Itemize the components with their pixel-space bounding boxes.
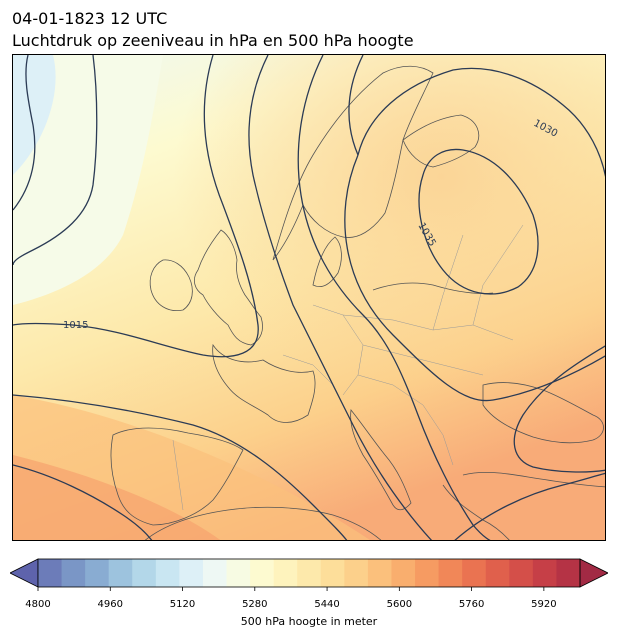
border-line xyxy=(357,374,454,466)
map-title-date: 04-01-1823 12 UTC xyxy=(12,9,168,28)
isobar-line xyxy=(297,55,491,540)
colorbar-cell xyxy=(132,559,157,587)
iberia-coast xyxy=(110,427,244,526)
great-britain-coast xyxy=(193,229,263,346)
borders xyxy=(172,224,524,511)
colorbar-cell xyxy=(38,559,63,587)
border-line xyxy=(282,354,334,386)
map-canvas: 1015 1030 1035 xyxy=(13,55,605,540)
isobar-line xyxy=(344,154,605,402)
france-coast xyxy=(212,343,316,423)
border-line xyxy=(362,344,484,376)
isobar-line xyxy=(13,55,98,266)
black-sea-coast xyxy=(482,382,604,444)
finland-coast xyxy=(402,114,479,168)
colorbar-cell xyxy=(485,559,510,587)
map-title-description: Luchtdruk op zeeniveau in hPa en 500 hPa… xyxy=(12,31,414,50)
colorbar-cell xyxy=(438,559,463,587)
colorbar-tick-label: 5920 xyxy=(531,599,557,610)
colorbar-tick-label: 5600 xyxy=(386,599,413,610)
isobar-line xyxy=(454,472,605,540)
isobar-line xyxy=(13,55,36,211)
isobar-line xyxy=(348,55,364,156)
colorbar-cell xyxy=(202,559,228,587)
colorbar-cell xyxy=(344,559,369,587)
colorbar-cell xyxy=(415,559,440,587)
colorbar-cell xyxy=(320,559,345,587)
colorbar-cell xyxy=(108,559,133,587)
colorbar-cell xyxy=(250,559,275,587)
colorbar xyxy=(10,558,608,591)
colorbar-cell xyxy=(85,559,110,587)
baltic-coast xyxy=(372,282,494,294)
isobar-1035 xyxy=(418,148,539,295)
north-africa-coast xyxy=(144,506,382,540)
isobar-line xyxy=(13,464,153,540)
colorbar-cell xyxy=(391,559,416,587)
border-line xyxy=(472,224,524,326)
isobar-1015 xyxy=(13,55,259,358)
colorbar-arrow-low xyxy=(10,558,39,588)
colorbar-label: 500 hPa hoogte in meter xyxy=(240,615,378,628)
colorbar-tick-label: 4960 xyxy=(97,599,123,610)
colorbar-cell xyxy=(556,559,581,587)
isobar-label-1015: 1015 xyxy=(63,320,88,331)
colorbar-tick-label: 5120 xyxy=(169,599,196,610)
colorbar-cells xyxy=(10,558,608,588)
colorbar-cell xyxy=(367,559,392,587)
ireland-coast xyxy=(149,259,193,312)
colorbar-cell xyxy=(61,559,86,587)
isobar-1030 xyxy=(357,67,605,178)
colorbar-frame xyxy=(37,558,581,588)
scandinavia-coast xyxy=(272,65,434,261)
colorbar-cell xyxy=(297,559,322,587)
isobar-line xyxy=(248,55,433,540)
colorbar-tick-label: 4800 xyxy=(25,599,51,610)
colorbar-tick-label: 5280 xyxy=(242,599,268,610)
isobars xyxy=(13,55,605,540)
colorbar-tick-marks xyxy=(37,587,545,591)
colorbar-tick-label: 5760 xyxy=(458,599,485,610)
colorbar-cell xyxy=(226,559,251,587)
colorbar-cell xyxy=(179,559,204,587)
italy-coast xyxy=(350,409,412,511)
border-line xyxy=(172,439,184,511)
isobar-line xyxy=(513,345,605,473)
colorbar-cell xyxy=(462,559,487,587)
border-line xyxy=(432,234,464,331)
isobar-line xyxy=(13,394,348,540)
colorbar-arrow-high xyxy=(579,558,608,588)
turkey-coast xyxy=(462,472,605,488)
height-band-highest xyxy=(13,455,221,540)
denmark-coast xyxy=(312,236,342,288)
colorbar-cell xyxy=(273,559,298,587)
colorbar-tick-label: 5440 xyxy=(314,599,340,610)
colorbar-cell xyxy=(509,559,534,587)
weather-map: 1015 1030 1035 xyxy=(12,54,606,541)
colorbar-cell xyxy=(155,559,180,587)
colorbar-cell xyxy=(532,559,557,587)
